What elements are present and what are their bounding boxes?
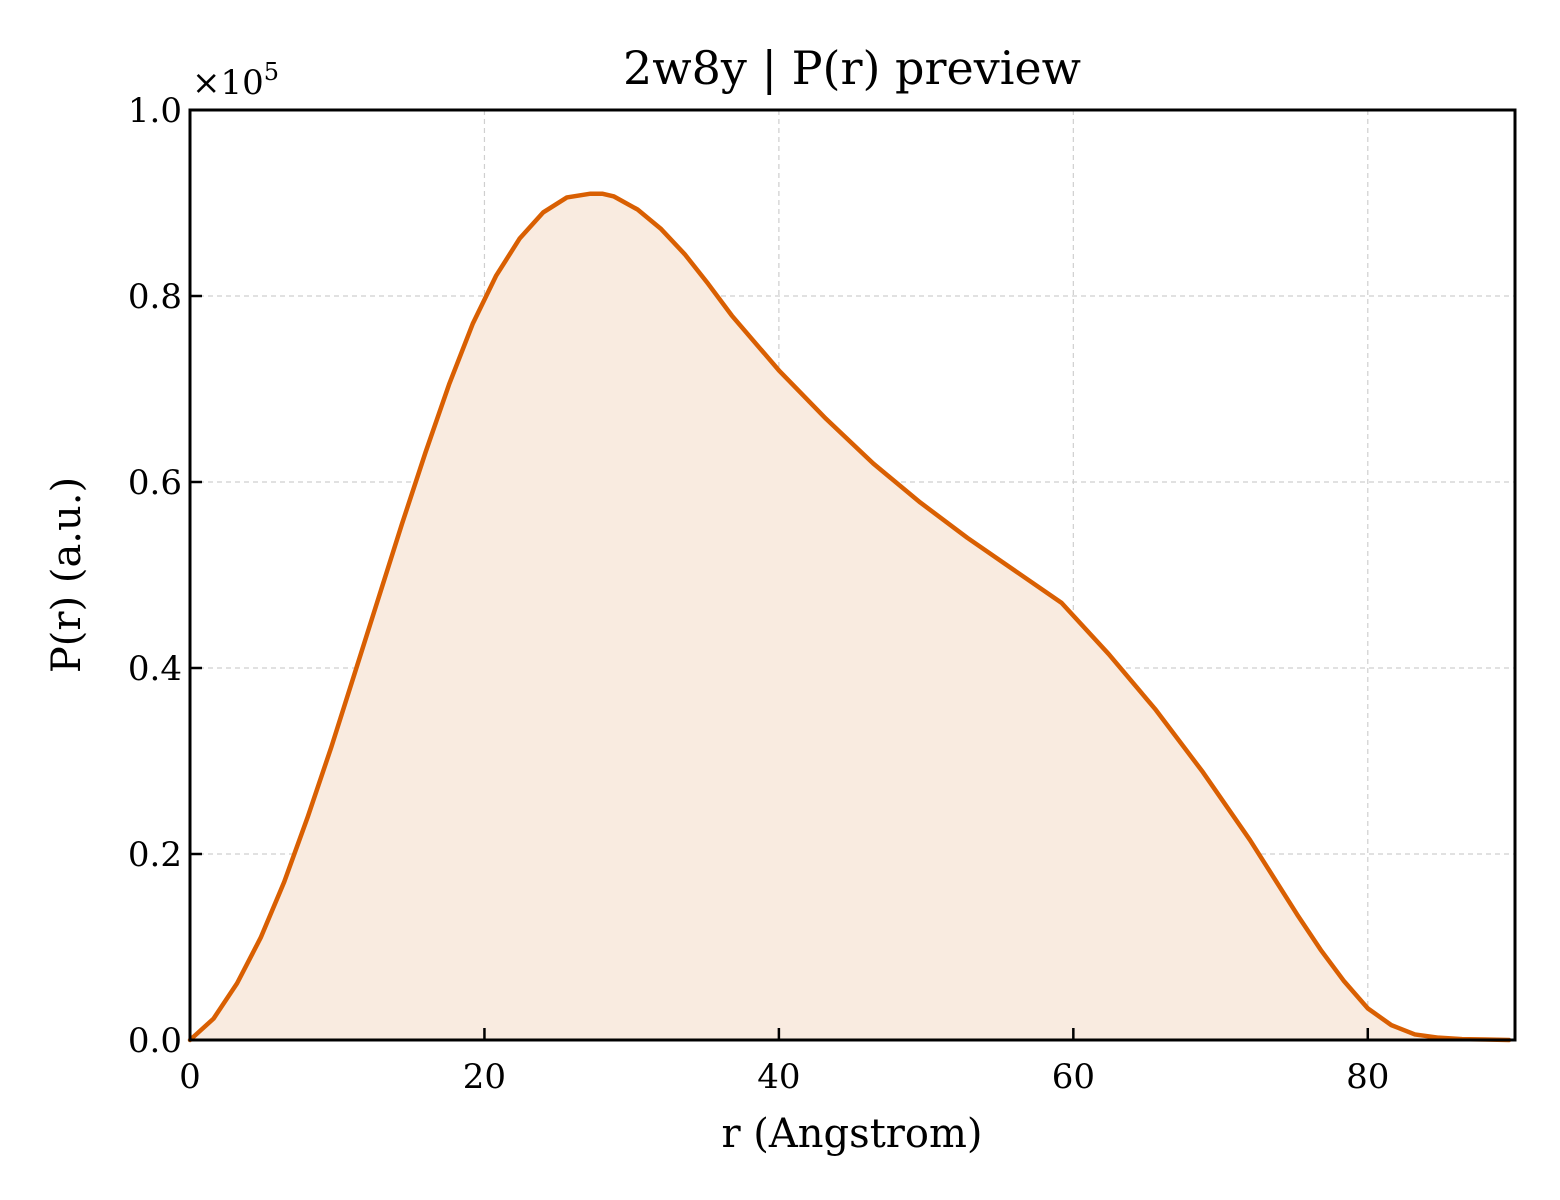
x-tick-label: 40: [757, 1057, 800, 1097]
y-tick-label: 0.6: [128, 463, 182, 503]
y-axis-multiplier: ×105: [192, 58, 279, 103]
x-tick-label: 0: [179, 1057, 201, 1097]
plot-frame: [188, 108, 1517, 1042]
axis-ticks: 0 20 40 60 80 0.0 0.2 0.4 0.6 0.8 1.0: [128, 91, 1389, 1097]
y-multiplier-base: ×10: [192, 63, 264, 103]
y-tick-label: 1.0: [128, 91, 182, 131]
y-tick-label: 0.8: [128, 277, 182, 317]
x-axis-label: r (Angstrom): [721, 1111, 982, 1157]
y-tick-label: 0.2: [128, 835, 182, 875]
x-tick-label: 20: [463, 1057, 506, 1097]
chart-title: 2w8y | P(r) preview: [623, 41, 1081, 95]
pr-curve-line: [187, 191, 1512, 1043]
pr-area-fill: [190, 193, 1510, 1040]
y-multiplier-exponent: 5: [264, 58, 279, 86]
y-tick-label: 0.0: [128, 1021, 182, 1061]
x-tick-label: 60: [1052, 1057, 1095, 1097]
x-tick-label: 80: [1346, 1057, 1389, 1097]
y-axis-label: P(r) (a.u.): [44, 477, 90, 673]
y-tick-label: 0.4: [128, 649, 182, 689]
